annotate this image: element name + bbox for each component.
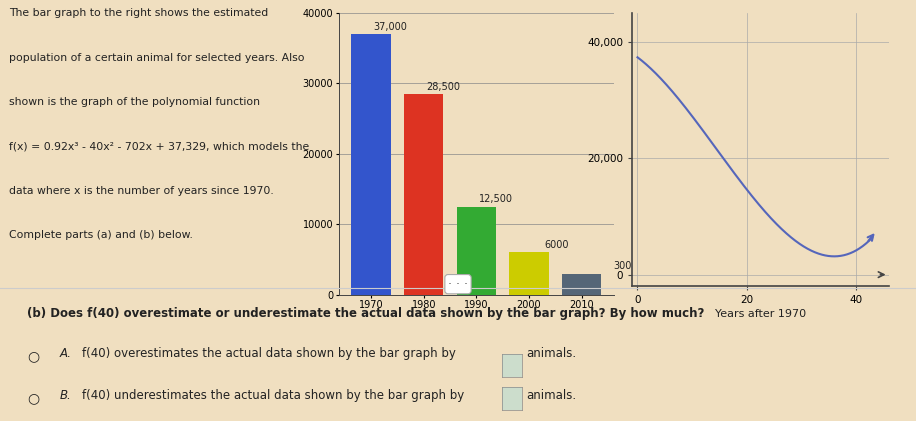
Text: 37,000: 37,000: [374, 21, 408, 32]
Bar: [456, 207, 496, 295]
Text: B.: B.: [60, 389, 71, 402]
Text: animals.: animals.: [527, 347, 577, 360]
Bar: [509, 252, 549, 295]
Text: ○: ○: [27, 392, 39, 405]
Text: · · ·: · · ·: [448, 278, 468, 290]
Bar: [404, 94, 443, 295]
Text: f(40) overestimates the actual data shown by the bar graph by: f(40) overestimates the actual data show…: [82, 347, 456, 360]
Bar: [352, 34, 391, 295]
Text: shown is the graph of the polynomial function: shown is the graph of the polynomial fun…: [9, 97, 260, 107]
Text: A.: A.: [60, 347, 71, 360]
Text: 6000: 6000: [545, 240, 569, 250]
Text: f(40) underestimates the actual data shown by the bar graph by: f(40) underestimates the actual data sho…: [82, 389, 464, 402]
Text: 28,500: 28,500: [426, 82, 461, 92]
Text: The bar graph to the right shows the estimated: The bar graph to the right shows the est…: [9, 8, 268, 19]
Text: animals.: animals.: [527, 389, 577, 402]
Text: population of a certain animal for selected years. Also: population of a certain animal for selec…: [9, 53, 305, 63]
Text: f(x) = 0.92x³ - 40x² - 702x + 37,329, which models the: f(x) = 0.92x³ - 40x² - 702x + 37,329, wh…: [9, 141, 310, 152]
X-axis label: Years after 1970: Years after 1970: [714, 309, 806, 320]
Bar: [562, 274, 601, 295]
Text: 12,500: 12,500: [479, 195, 513, 205]
Text: 3000: 3000: [613, 261, 638, 272]
Text: ○: ○: [27, 349, 39, 363]
Text: data where x is the number of years since 1970.: data where x is the number of years sinc…: [9, 186, 274, 196]
Text: Complete parts (a) and (b) below.: Complete parts (a) and (b) below.: [9, 230, 193, 240]
Text: (b) Does f(40) overestimate or underestimate the actual data shown by the bar gr: (b) Does f(40) overestimate or underesti…: [27, 307, 704, 320]
